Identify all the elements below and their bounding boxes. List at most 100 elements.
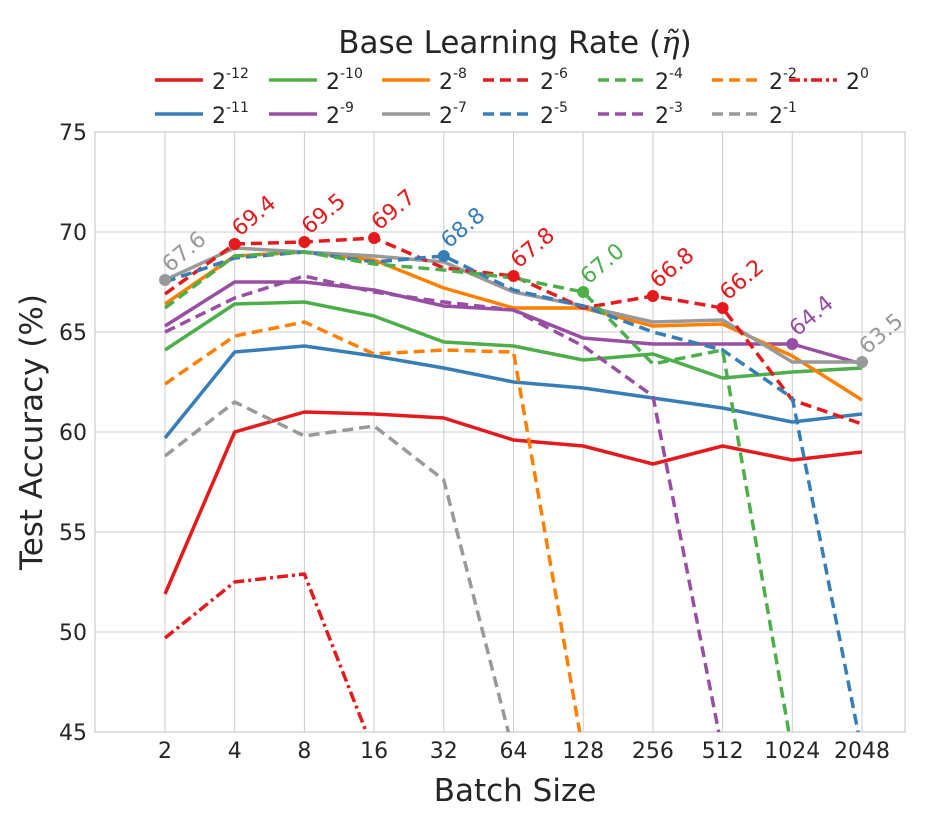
y-tick-labels: 45 50 55 60 65 70 75 [59,121,87,746]
best-point-label: 69.4 [227,191,281,242]
y-axis-label: Test Accuracy (%) [14,294,50,571]
legend-label-base: 2 [846,70,860,95]
best-point-marker [228,238,241,250]
series-line-5 [164,246,862,364]
legend-title: Base Learning Rate (η̃) [338,25,692,61]
x-tick-label: 4 [228,739,242,764]
legend-title-close: ) [680,25,692,61]
best-point-marker [159,274,171,286]
best-point-label: 68.8 [437,203,491,254]
legend-label: 2-2 [769,66,797,95]
series-line-7 [164,250,860,732]
series-line-8 [163,250,791,732]
series-group [163,236,863,732]
legend-label-exp: -7 [453,100,467,116]
x-tick-label: 512 [702,739,744,764]
legend-label-exp: -4 [669,66,683,82]
y-tick-label: 75 [59,121,87,146]
legend-label: 2-3 [655,100,683,129]
best-points: 67.669.4 69.5 69.7 68.8 67.8 67.0 66.8 66.264.4… [158,185,909,368]
best-point-marker [298,236,311,248]
x-tick-label: 32 [430,739,458,764]
best-point-marker [786,338,799,350]
series-line-12 [163,572,369,732]
best-point-label: 69.7 [367,185,421,236]
legend-label: 2-8 [439,66,467,95]
legend-label-exp: -8 [453,66,467,82]
best-point-marker [368,232,381,244]
legend-label: 2-5 [540,100,568,129]
best-point-label: 66.2 [715,255,769,306]
best-point-marker [437,250,450,262]
legend-label-exp: 0 [860,66,869,82]
legend-label-base: 2 [655,70,669,95]
legend-label-exp: -9 [340,100,354,116]
legend-label: 2-6 [540,66,568,95]
legend-label-base: 2 [769,104,783,129]
legend-label-base: 2 [540,70,554,95]
best-point-marker [577,286,590,298]
plot-frame [94,131,906,733]
x-axis-label: Batch Size [434,773,597,809]
legend-label-exp: -5 [554,100,568,116]
legend-title-symbol: η̃ [661,25,680,61]
series-line-0 [163,410,863,595]
legend-label-exp: -2 [783,66,797,82]
y-tick-label: 55 [59,521,87,546]
x-tick-label: 64 [500,739,528,764]
x-tick-label: 2048 [834,739,890,764]
legend-label-base: 2 [326,104,340,129]
series-line-2 [164,300,863,380]
legend-label-exp: -1 [783,100,797,116]
legend-label-base: 2 [540,104,554,129]
legend-label-exp: -12 [226,66,249,82]
legend-label: 20 [846,66,869,95]
legend-title-text: Base Learning Rate ( [338,25,661,61]
best-point-label: 66.8 [646,243,700,294]
legend-label: 2-9 [326,100,354,129]
y-tick-label: 70 [59,221,87,246]
series-line-11 [163,400,511,732]
y-tick-label: 45 [59,721,87,746]
legend-label: 2-11 [212,100,249,129]
best-point-label: 63.5 [855,309,909,360]
legend-label: 2-7 [439,100,467,129]
legend-label-base: 2 [212,104,226,129]
best-point-marker [716,302,729,314]
legend-label-base: 2 [212,70,226,95]
best-point-label: 64.4 [785,291,839,342]
legend-label: 2-1 [769,100,797,129]
y-tick-label: 50 [59,621,87,646]
legend-label: 2-4 [655,66,683,95]
grid [95,131,905,733]
legend-label-base: 2 [655,104,669,129]
x-tick-label: 128 [562,739,604,764]
series-line-9 [164,274,721,732]
legend-label-base: 2 [326,70,340,95]
legend-label-exp: -11 [226,100,249,116]
x-tick-label: 16 [360,739,388,764]
legend-label-base: 2 [769,70,783,95]
legend-label-exp: -3 [669,100,683,116]
legend-label-exp: -6 [554,66,568,82]
legend-label-exp: -10 [340,66,363,82]
y-tick-label: 65 [59,321,87,346]
x-tick-label: 8 [297,739,311,764]
x-tick-label: 256 [632,739,674,764]
x-tick-label: 1024 [764,739,820,764]
best-point-label: 67.0 [576,239,630,290]
legend: 2-122-112-102-92-82-72-62-52-42-32-22-12… [155,66,869,129]
best-point-marker [646,290,659,302]
best-point-label: 67.8 [506,223,560,274]
legend-label-base: 2 [439,104,453,129]
legend-label: 2-10 [326,66,363,95]
best-point-marker [856,356,868,368]
series-line-1 [163,344,863,440]
best-point-marker [507,270,520,282]
legend-label-base: 2 [439,70,453,95]
legend-label: 2-12 [212,66,249,95]
y-tick-label: 60 [59,421,87,446]
x-tick-label: 2 [158,739,172,764]
x-tick-labels: 2 4 8 16 32 64 128 256 512 1024 2048 [158,739,890,764]
